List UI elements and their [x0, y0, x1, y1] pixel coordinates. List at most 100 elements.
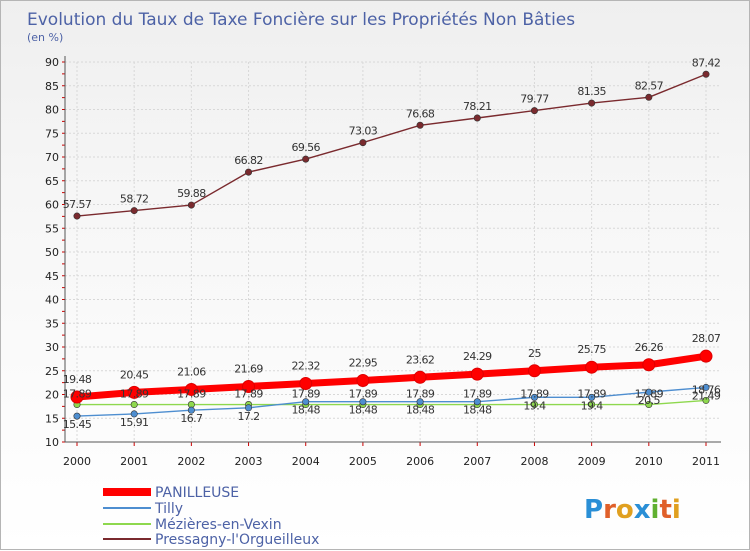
data-label: 58.72: [120, 193, 149, 206]
x-tick-label: 2010: [635, 455, 663, 468]
data-point: [702, 396, 710, 404]
data-label: 23.62: [406, 353, 435, 366]
data-point: [642, 358, 656, 372]
x-tick-label: 2005: [349, 455, 377, 468]
y-tick-label: 70: [45, 151, 59, 164]
series-group: [70, 70, 713, 420]
data-point: [645, 401, 653, 409]
data-point: [530, 107, 538, 115]
data-point: [645, 388, 653, 396]
data-point: [588, 393, 596, 401]
data-point: [130, 207, 138, 215]
y-tick-label: 10: [45, 436, 59, 449]
data-label: 20.45: [120, 368, 149, 381]
data-point: [585, 360, 599, 374]
data-point: [416, 121, 424, 129]
x-tick-label: 2004: [292, 455, 320, 468]
y-tick-label: 80: [45, 104, 59, 117]
x-tick-label: 2002: [177, 455, 205, 468]
data-point: [473, 114, 481, 122]
y-tick-label: 15: [45, 412, 59, 425]
data-label: 25: [528, 347, 541, 360]
data-point: [416, 398, 424, 406]
data-point: [645, 93, 653, 101]
data-label: 22.95: [349, 356, 378, 369]
data-label: 69.56: [291, 141, 320, 154]
data-label: 19.4: [523, 399, 546, 412]
x-axis-ticks: 2000 2001 2002 2003 2004 2005 2006 2007 2008 2009…: [63, 455, 720, 468]
data-label: 17.89: [349, 388, 378, 401]
y-tick-label: 45: [45, 270, 59, 283]
data-label: 25.75: [577, 343, 606, 356]
legend: PANILLEUSETillyMézières-en-VexinPressagn…: [103, 485, 319, 548]
data-label: 73.03: [349, 125, 378, 138]
data-point: [527, 364, 541, 378]
data-label: 66.82: [234, 154, 263, 167]
data-point: [73, 212, 81, 220]
data-point: [359, 398, 367, 406]
y-tick-label: 60: [45, 199, 59, 212]
data-point: [588, 401, 596, 409]
legend-label-1: Tilly: [154, 501, 183, 517]
data-label: 17.89: [406, 388, 435, 401]
data-point: [413, 370, 427, 384]
data-label: 17.89: [635, 388, 664, 401]
data-point: [130, 401, 138, 409]
x-tick-label: 2008: [520, 455, 548, 468]
data-point: [699, 349, 713, 363]
data-label: 17.89: [120, 388, 149, 401]
data-point: [302, 155, 310, 163]
legend-label-2: Mézières-en-Vexin: [155, 517, 282, 533]
data-labels: 19.48 20.45 21.06 21.69 22.32 22.95 23.62 24.29…: [63, 56, 722, 431]
data-label: 19.48: [63, 373, 92, 386]
x-tick-label: 2000: [63, 455, 91, 468]
data-label: 17.89: [234, 388, 263, 401]
y-tick-label: 75: [45, 127, 59, 140]
logo-letter: x: [634, 495, 651, 525]
data-point: [127, 385, 141, 399]
y-tick-label: 20: [45, 389, 59, 402]
y-tick-label: 55: [45, 222, 59, 235]
data-label: 18.48: [291, 404, 320, 417]
logo-letter: t: [659, 495, 671, 525]
series-line-3: [76, 73, 707, 217]
y-unit-label: (en %): [27, 31, 63, 44]
x-tick-label: 2003: [235, 455, 263, 468]
data-point: [356, 373, 370, 387]
data-label: 15.45: [63, 418, 92, 431]
data-label: 17.89: [177, 388, 206, 401]
y-tick-label: 65: [45, 175, 59, 188]
data-point: [73, 412, 81, 420]
data-label: 22.32: [291, 359, 320, 372]
data-label: 28.07: [692, 332, 721, 345]
series-line-1: [76, 386, 707, 417]
data-label: 18.48: [463, 404, 492, 417]
data-label: 18.48: [349, 404, 378, 417]
data-label: 26.26: [635, 341, 664, 354]
chart-title: Evolution du Taux de Taxe Foncière sur l…: [27, 10, 575, 30]
data-label: 17.89: [463, 388, 492, 401]
x-tick-label: 2006: [406, 455, 434, 468]
data-label: 81.35: [577, 85, 606, 98]
data-point: [530, 401, 538, 409]
y-tick-label: 40: [45, 294, 59, 307]
data-point: [299, 376, 313, 390]
data-label: 24.29: [463, 350, 492, 363]
logo-letter: P: [584, 495, 603, 525]
y-tick-label: 35: [45, 317, 59, 330]
data-label: 21.49: [692, 389, 721, 402]
data-label: 76.68: [406, 107, 435, 120]
data-point: [242, 379, 256, 393]
data-label: 87.42: [692, 56, 721, 69]
y-tick-label: 30: [45, 341, 59, 354]
data-point: [70, 390, 84, 404]
x-tick-label: 2001: [120, 455, 148, 468]
y-tick-label: 25: [45, 365, 59, 378]
data-label: 17.89: [577, 388, 606, 401]
axes: [62, 56, 721, 446]
data-label: 21.06: [177, 365, 206, 378]
x-tick-label: 2011: [692, 455, 720, 468]
data-label: 16.7: [180, 412, 203, 425]
logo-letter: o: [616, 495, 634, 525]
